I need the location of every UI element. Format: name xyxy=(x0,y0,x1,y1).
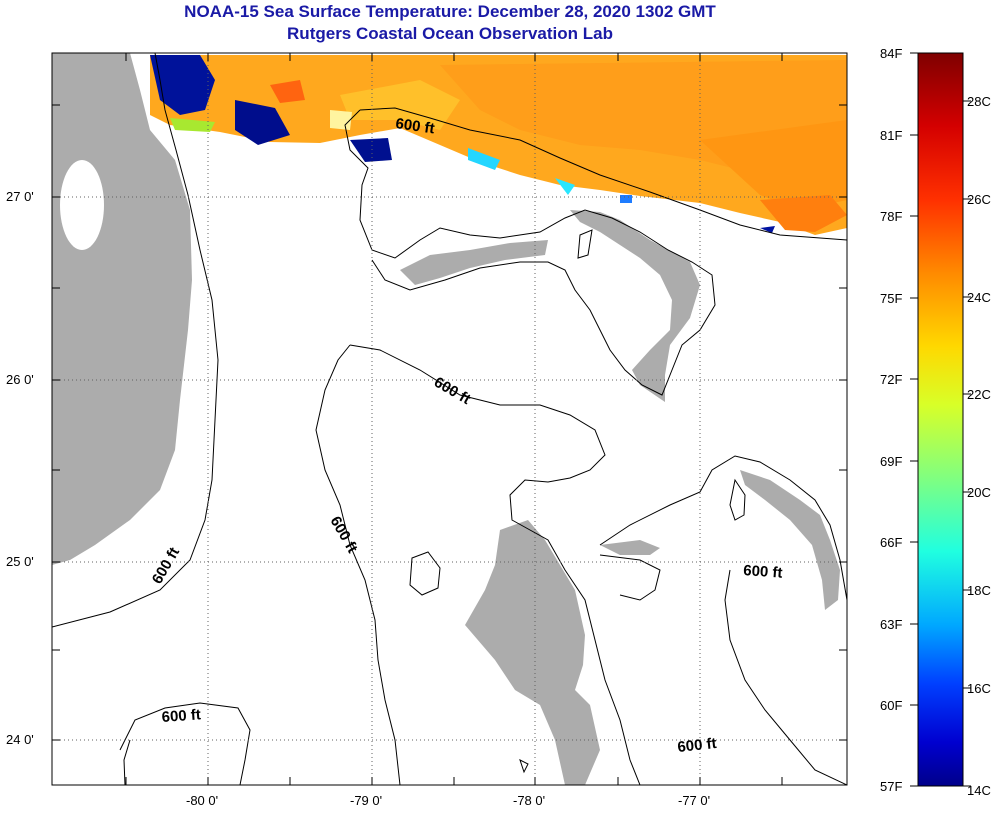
sst-data-band xyxy=(150,55,847,235)
colorbar-f-label: 78F xyxy=(880,209,902,224)
lat-label: 27 0' xyxy=(6,189,34,204)
colorbar-f-label: 75F xyxy=(880,291,902,306)
lake-okeechobee xyxy=(60,160,104,250)
axis-ticks xyxy=(52,53,847,785)
colorbar-c-label: 18C xyxy=(967,583,991,598)
lon-label: -80 0' xyxy=(186,793,218,808)
contour-labels: 600 ft 600 ft 600 ft 600 ft 600 ft 600 f… xyxy=(149,115,783,756)
lon-label: -79 0' xyxy=(350,793,382,808)
contour-label: 600 ft xyxy=(149,545,183,587)
colorbar-c-label: 20C xyxy=(967,485,991,500)
colorbar-c-label: 14C xyxy=(967,783,991,798)
temperature-colorbar: 84F 81F 78F 75F 72F 69F 66F 63F 60F 57F … xyxy=(880,46,991,798)
map-title: NOAA-15 Sea Surface Temperature: Decembe… xyxy=(184,2,716,21)
contour-label: 600 ft xyxy=(394,115,435,137)
colorbar-gradient xyxy=(917,52,964,787)
longitude-labels: -80 0' -79 0' -78 0' -77 0' xyxy=(186,793,710,808)
colorbar-f-label: 72F xyxy=(880,372,902,387)
lat-label: 26 0' xyxy=(6,372,34,387)
colorbar-f-label: 69F xyxy=(880,454,902,469)
contour-label: 600 ft xyxy=(677,735,718,756)
contour-label: 600 ft xyxy=(743,562,783,582)
lon-label: -77 0' xyxy=(678,793,710,808)
map-canvas xyxy=(52,53,847,785)
colorbar-f-label: 57F xyxy=(880,779,902,794)
depth-contours xyxy=(52,53,847,785)
lon-label: -78 0' xyxy=(513,793,545,808)
contour-label: 600 ft xyxy=(431,374,473,408)
colorbar-f-label: 60F xyxy=(880,698,902,713)
map-subtitle: Rutgers Coastal Ocean Observation Lab xyxy=(287,24,613,43)
colorbar-c-label: 26C xyxy=(967,192,991,207)
lat-label: 24 0' xyxy=(6,732,34,747)
colorbar-f-label: 81F xyxy=(880,128,902,143)
colorbar-f-label: 66F xyxy=(880,535,902,550)
colorbar-c-label: 16C xyxy=(967,681,991,696)
lat-label: 25 0' xyxy=(6,554,34,569)
colorbar-c-label: 24C xyxy=(967,290,991,305)
latitude-labels: 27 0' 26 0' 25 0' 24 0' xyxy=(6,189,34,747)
colorbar-c-label: 28C xyxy=(967,94,991,109)
colorbar-f-label: 84F xyxy=(880,46,902,61)
contour-label: 600 ft xyxy=(327,514,361,556)
colorbar-f-label: 63F xyxy=(880,617,902,632)
map-frame xyxy=(51,52,848,786)
contour-label: 600 ft xyxy=(161,706,201,726)
graticule xyxy=(52,53,847,785)
colorbar-c-label: 22C xyxy=(967,387,991,402)
